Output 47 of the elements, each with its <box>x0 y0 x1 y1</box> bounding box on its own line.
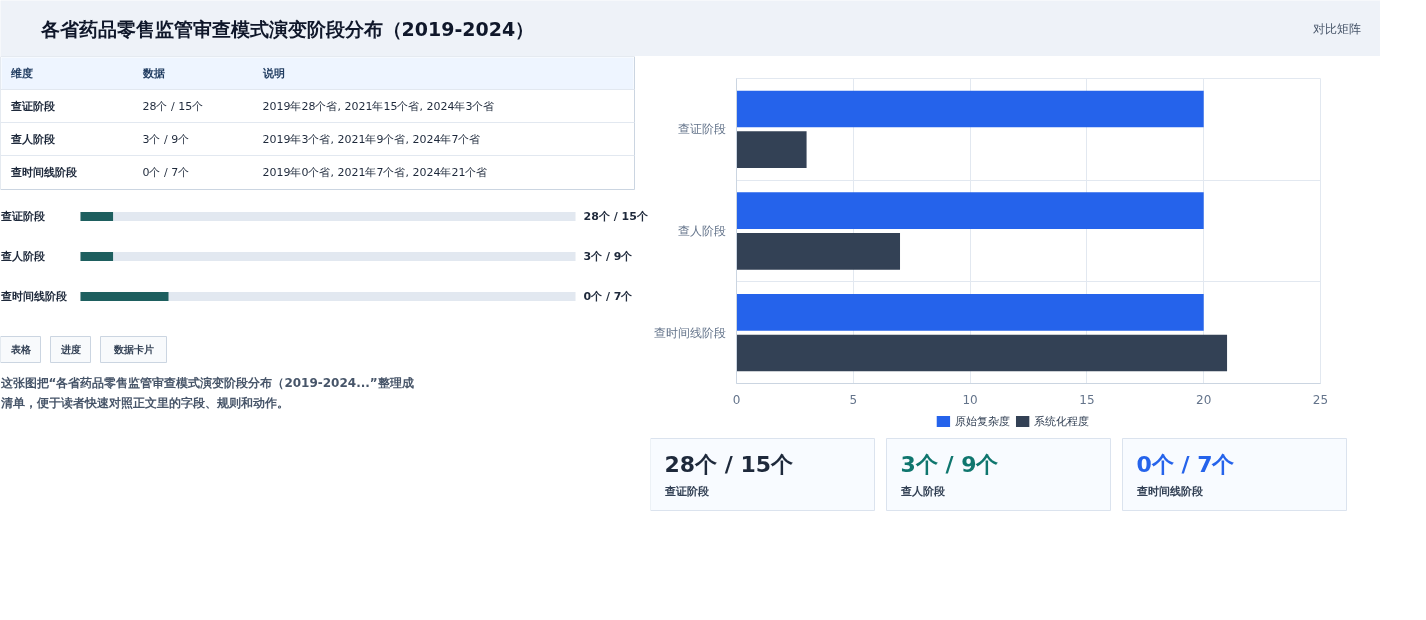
category-label: 数据 <box>141 67 165 80</box>
text: 0个 / 7个 <box>142 166 190 179</box>
text: 对比矩阵 <box>1312 21 1361 36</box>
text: 3个 / 9个 <box>900 452 999 477</box>
text: 0个 / 7个 <box>583 290 633 303</box>
text: 3个 / 9个 <box>583 250 633 263</box>
category-label: 维度 <box>9 67 33 80</box>
y-tick-label: 查人阶段 <box>0 250 46 263</box>
text: 这张图把“各省药品零售监管审查模式演变阶段分布（2019-2024...”整理成清单，便于读者快速对照正文里的字段、规则和动作。 <box>0 375 414 410</box>
y-tick-label: 查证阶段 <box>677 122 726 137</box>
legend-label: 系统化程度 <box>1034 415 1090 428</box>
text: 2019年3个省, 2021年9个省, 2024年7个省 <box>262 133 481 146</box>
category-label: 查时间线阶段 <box>1136 485 1203 498</box>
category-label: 查人阶段 <box>9 133 56 146</box>
bar <box>736 233 901 270</box>
text: 0个 / 7个 <box>1136 452 1235 477</box>
legend-label: 原始复杂度 <box>955 415 1011 428</box>
bar <box>736 131 807 168</box>
text: 28个 / 15个 <box>664 452 794 477</box>
category-label: 查证阶段 <box>9 100 56 113</box>
x-tick-label: 25 <box>1312 392 1329 407</box>
category-label: 说明 <box>261 67 285 80</box>
bar <box>736 334 1228 372</box>
text: 3个 / 9个 <box>142 133 190 146</box>
text: 28个 / 15个 <box>142 100 204 113</box>
category-label: 查人阶段 <box>900 485 945 498</box>
bar <box>736 90 1204 128</box>
x-tick-label: 5 <box>849 392 858 407</box>
text: 表格 <box>9 344 32 355</box>
x-tick-label: 15 <box>1079 392 1095 407</box>
x-tick-label: 10 <box>962 392 978 407</box>
y-tick-label: 查时间线阶段 <box>653 325 726 340</box>
x-tick-label: 0 <box>732 392 741 407</box>
category-label: 查时间线阶段 <box>9 166 78 179</box>
text: 数据卡片 <box>112 344 154 355</box>
bar <box>736 294 1204 331</box>
y-tick-label: 查人阶段 <box>677 224 726 238</box>
text: 2019年0个省, 2021年7个省, 2024年21个省 <box>262 166 488 179</box>
y-tick-label: 查证阶段 <box>0 210 46 223</box>
text: 进度 <box>59 344 81 355</box>
y-tick-label: 查时间线阶段 <box>0 290 68 303</box>
text: 28个 / 15个 <box>583 210 648 223</box>
text: 各省药品零售监管审查模式演变阶段分布（2019-2024） <box>39 17 535 40</box>
bar <box>736 192 1204 229</box>
x-tick-label: 20 <box>1196 392 1212 407</box>
text: 2019年28个省, 2021年15个省, 2024年3个省 <box>262 100 495 113</box>
category-label: 查证阶段 <box>664 485 709 498</box>
